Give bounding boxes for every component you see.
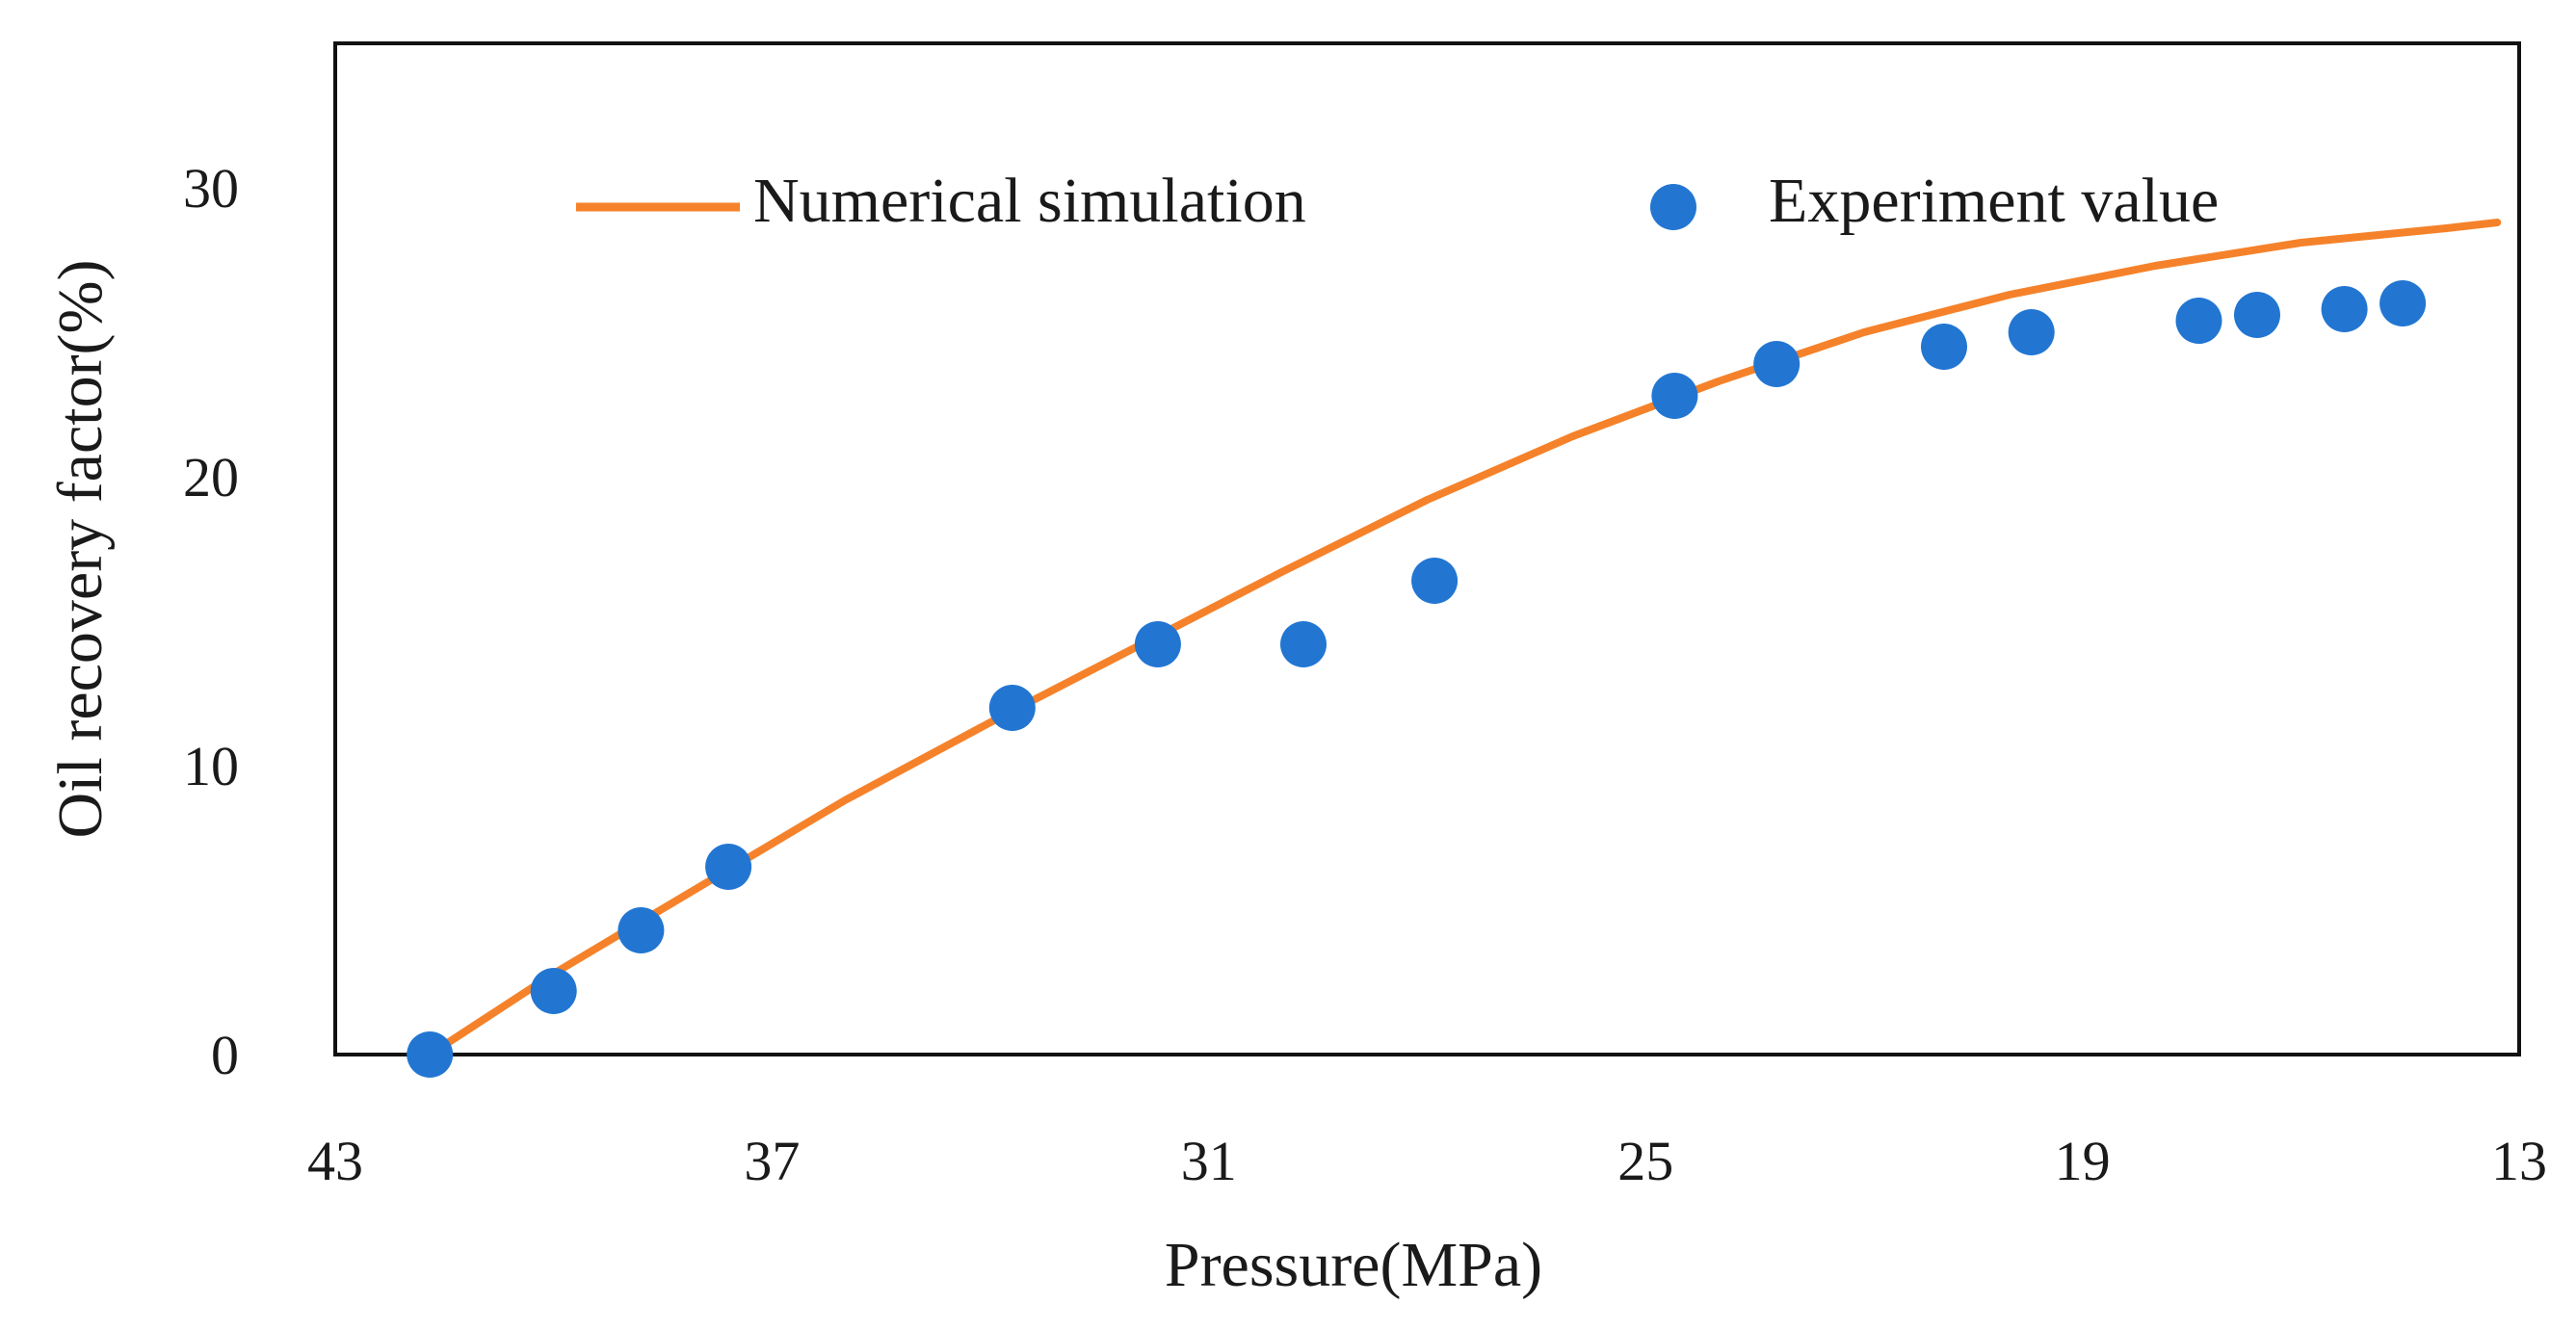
x-tick-label: 43 [307, 1130, 363, 1192]
experiment-point [618, 907, 665, 953]
experiment-point [988, 685, 1036, 731]
experiment-point [1921, 324, 1967, 370]
simulation-series [426, 219, 2502, 1058]
experiment-point [530, 968, 577, 1014]
experiment-point [2379, 280, 2427, 326]
y-tick-label: 20 [183, 446, 239, 509]
experiment-point [1411, 558, 1459, 604]
experiment-point [1134, 621, 1181, 667]
y-tick-label: 10 [183, 735, 239, 797]
experiment-point [2321, 286, 2368, 332]
experiment-point [1651, 373, 1698, 419]
experiment-point [1753, 341, 1801, 387]
experiment-point [1280, 621, 1327, 667]
experiment-point [2234, 292, 2280, 338]
x-tick-label: 13 [2491, 1130, 2547, 1192]
x-axis-title: Pressure(MPa) [1165, 1230, 1542, 1300]
experiment-point [705, 844, 752, 890]
legend-label-experiment: Experiment value [1769, 166, 2219, 236]
legend-marker-swatch [1650, 184, 1696, 230]
y-tick-label: 30 [183, 157, 239, 220]
experiment-point [2008, 309, 2055, 355]
x-tick-label: 19 [2055, 1130, 2111, 1192]
plot-area-frame [333, 41, 2521, 1056]
y-axis-title: Oil recovery factor(%) [45, 260, 116, 839]
x-tick-label: 31 [1181, 1130, 1237, 1192]
x-tick-label: 37 [744, 1130, 800, 1192]
simulation-line [426, 219, 2502, 1058]
y-tick-label: 0 [211, 1024, 239, 1086]
legend: Numerical simulation Experiment value [576, 166, 2219, 236]
y-axis-ticks: 0 10 20 30 [183, 157, 239, 1086]
x-axis-ticks: 43 37 31 25 19 13 [307, 1130, 2547, 1192]
experiment-series [407, 280, 2427, 1078]
x-tick-label: 25 [1617, 1130, 1673, 1192]
experiment-point [407, 1031, 454, 1078]
legend-label-simulation: Numerical simulation [753, 166, 1306, 236]
experiment-point [2175, 298, 2222, 344]
